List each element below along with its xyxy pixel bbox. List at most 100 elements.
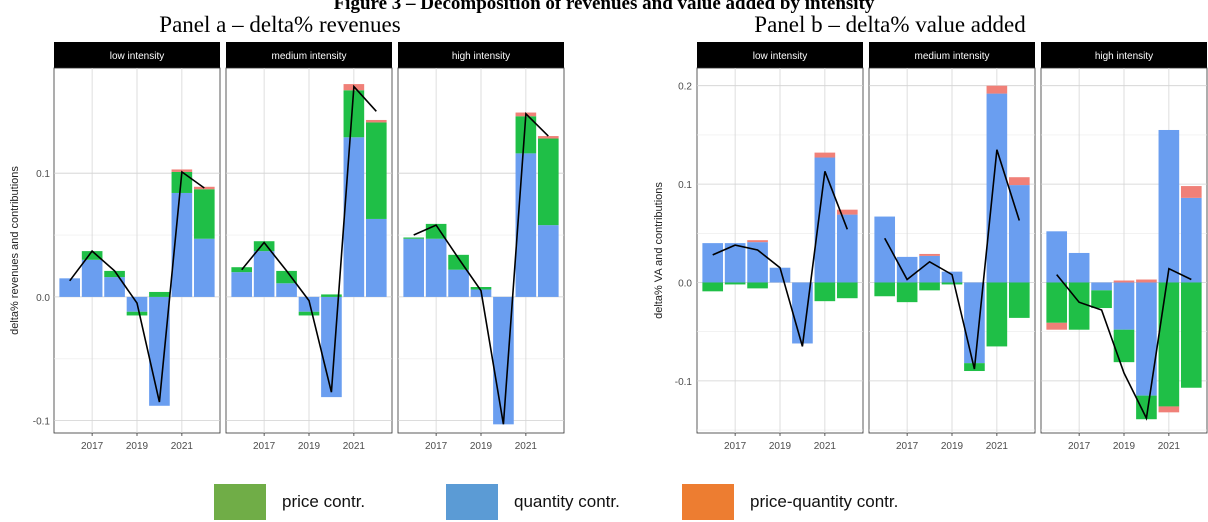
bar-price (1180, 282, 1202, 388)
bar-price (919, 282, 940, 291)
bar-price (171, 171, 193, 193)
bar-price (1113, 329, 1135, 363)
bar-quantity (1113, 282, 1135, 330)
bar-price-quantity (1046, 322, 1068, 330)
bar-quantity (193, 238, 215, 297)
bar-quantity (702, 243, 724, 283)
bar-price (896, 282, 918, 303)
bar-quantity (1180, 197, 1202, 283)
bar-price (1091, 290, 1112, 309)
bar-quantity (149, 296, 170, 406)
x-tick-label: 2017 (425, 441, 448, 452)
legend-swatch-price (214, 484, 266, 520)
total-line (69, 170, 205, 403)
bar-price-quantity (747, 240, 768, 243)
bar-quantity (1068, 252, 1090, 283)
bar-price (1008, 282, 1030, 318)
y-axis-label: delta% VA and contributions (653, 182, 665, 319)
x-tick-label: 2021 (986, 441, 1009, 452)
y-tick-label: 0.1 (678, 180, 692, 191)
legend-label-quantity: quantity contr. (514, 492, 620, 511)
bar-quantity (448, 269, 469, 297)
bar-price (515, 116, 537, 154)
bar-price-quantity (836, 209, 858, 215)
bar-price (81, 251, 103, 260)
legend-item-quantity: quantity contr. (446, 482, 620, 522)
y-tick-label: 0.2 (678, 82, 692, 93)
panel-title: Panel b – delta% value added (754, 12, 1026, 37)
facet-strip (226, 42, 392, 68)
bar-price (253, 241, 275, 252)
facet-strip-label: low intensity (753, 51, 807, 62)
x-tick-label: 2017 (896, 441, 919, 452)
x-tick-label: 2019 (769, 441, 792, 452)
facet-strip-label: medium intensity (914, 51, 989, 62)
facet-strip (1041, 42, 1207, 68)
x-tick-label: 2021 (515, 441, 538, 452)
bar-quantity (59, 278, 81, 297)
figure-canvas: Figure 3 – Decomposition of revenues and… (9, 0, 1208, 452)
bar-price (1158, 282, 1180, 407)
bar-price (276, 270, 297, 284)
bar-price (470, 287, 492, 290)
x-tick-label: 2017 (81, 441, 104, 452)
bar-quantity (1008, 185, 1030, 283)
bar-price-quantity (986, 85, 1008, 94)
bar-quantity (747, 242, 768, 283)
bar-quantity (298, 296, 320, 312)
facet-medium-intensity: medium intensity 2017 2019 2021 (225, 42, 393, 452)
bar-price (298, 311, 320, 316)
bar-quantity (537, 225, 559, 297)
figure-caption: Figure 3 – Decomposition of revenues and… (334, 0, 875, 14)
bar-quantity (253, 251, 275, 297)
facet-strip (869, 42, 1035, 68)
y-axis-label: delta% revenues and contributions (9, 166, 21, 335)
bar-quantity (1136, 282, 1157, 396)
bar-quantity (403, 238, 425, 297)
bar-price-quantity (1158, 406, 1180, 413)
x-tick-label: 2021 (171, 441, 194, 452)
bar-quantity (1091, 282, 1112, 291)
legend-item-price: price contr. (214, 482, 365, 522)
facet-high-intensity: high intensity 2017 2019 2021 (397, 42, 565, 452)
x-tick-label: 2021 (1158, 441, 1181, 452)
x-tick-label: 2019 (1113, 441, 1136, 452)
legend: price contr. quantity contr. price-quant… (0, 470, 1208, 520)
total-line (883, 149, 1021, 370)
facet-medium-intensity: medium intensity 2017 2019 2021 (868, 42, 1036, 452)
bar-price (104, 270, 125, 278)
y-tick-label: -0.1 (33, 417, 51, 428)
total-line (1056, 267, 1192, 421)
bar-price (747, 282, 768, 289)
bar-price (874, 282, 896, 297)
bar-quantity (874, 216, 896, 283)
bar-price-quantity (537, 136, 559, 139)
bar-price (724, 282, 746, 285)
facet-low-intensity: low intensity 2017 2019 2021 (696, 42, 864, 452)
bar-quantity (986, 93, 1008, 283)
bar-quantity (769, 267, 791, 283)
facet-high-intensity: high intensity 2017 2019 2021 (1040, 42, 1208, 452)
bar-quantity (1158, 129, 1180, 283)
bar-price (365, 122, 387, 219)
bar-price (343, 90, 365, 138)
x-tick-label: 2021 (814, 441, 837, 452)
legend-swatch-price-quantity (682, 484, 734, 520)
bar-price (149, 291, 170, 297)
legend-label-price-quantity: price-quantity contr. (750, 492, 899, 511)
bar-price-quantity (1008, 177, 1030, 186)
total-line (241, 84, 377, 393)
bar-price (403, 237, 425, 239)
x-tick-label: 2017 (1068, 441, 1091, 452)
bar-quantity (814, 157, 836, 283)
facet-strip (398, 42, 564, 68)
bar-price-quantity (171, 169, 193, 172)
legend-label-price: price contr. (282, 492, 366, 511)
bar-quantity (425, 238, 447, 297)
bar-quantity (365, 218, 387, 297)
y-tick-label: 0.0 (36, 293, 50, 304)
bar-quantity (104, 277, 125, 297)
bar-quantity (515, 153, 537, 297)
bar-quantity (919, 255, 940, 283)
bar-price (702, 282, 724, 292)
